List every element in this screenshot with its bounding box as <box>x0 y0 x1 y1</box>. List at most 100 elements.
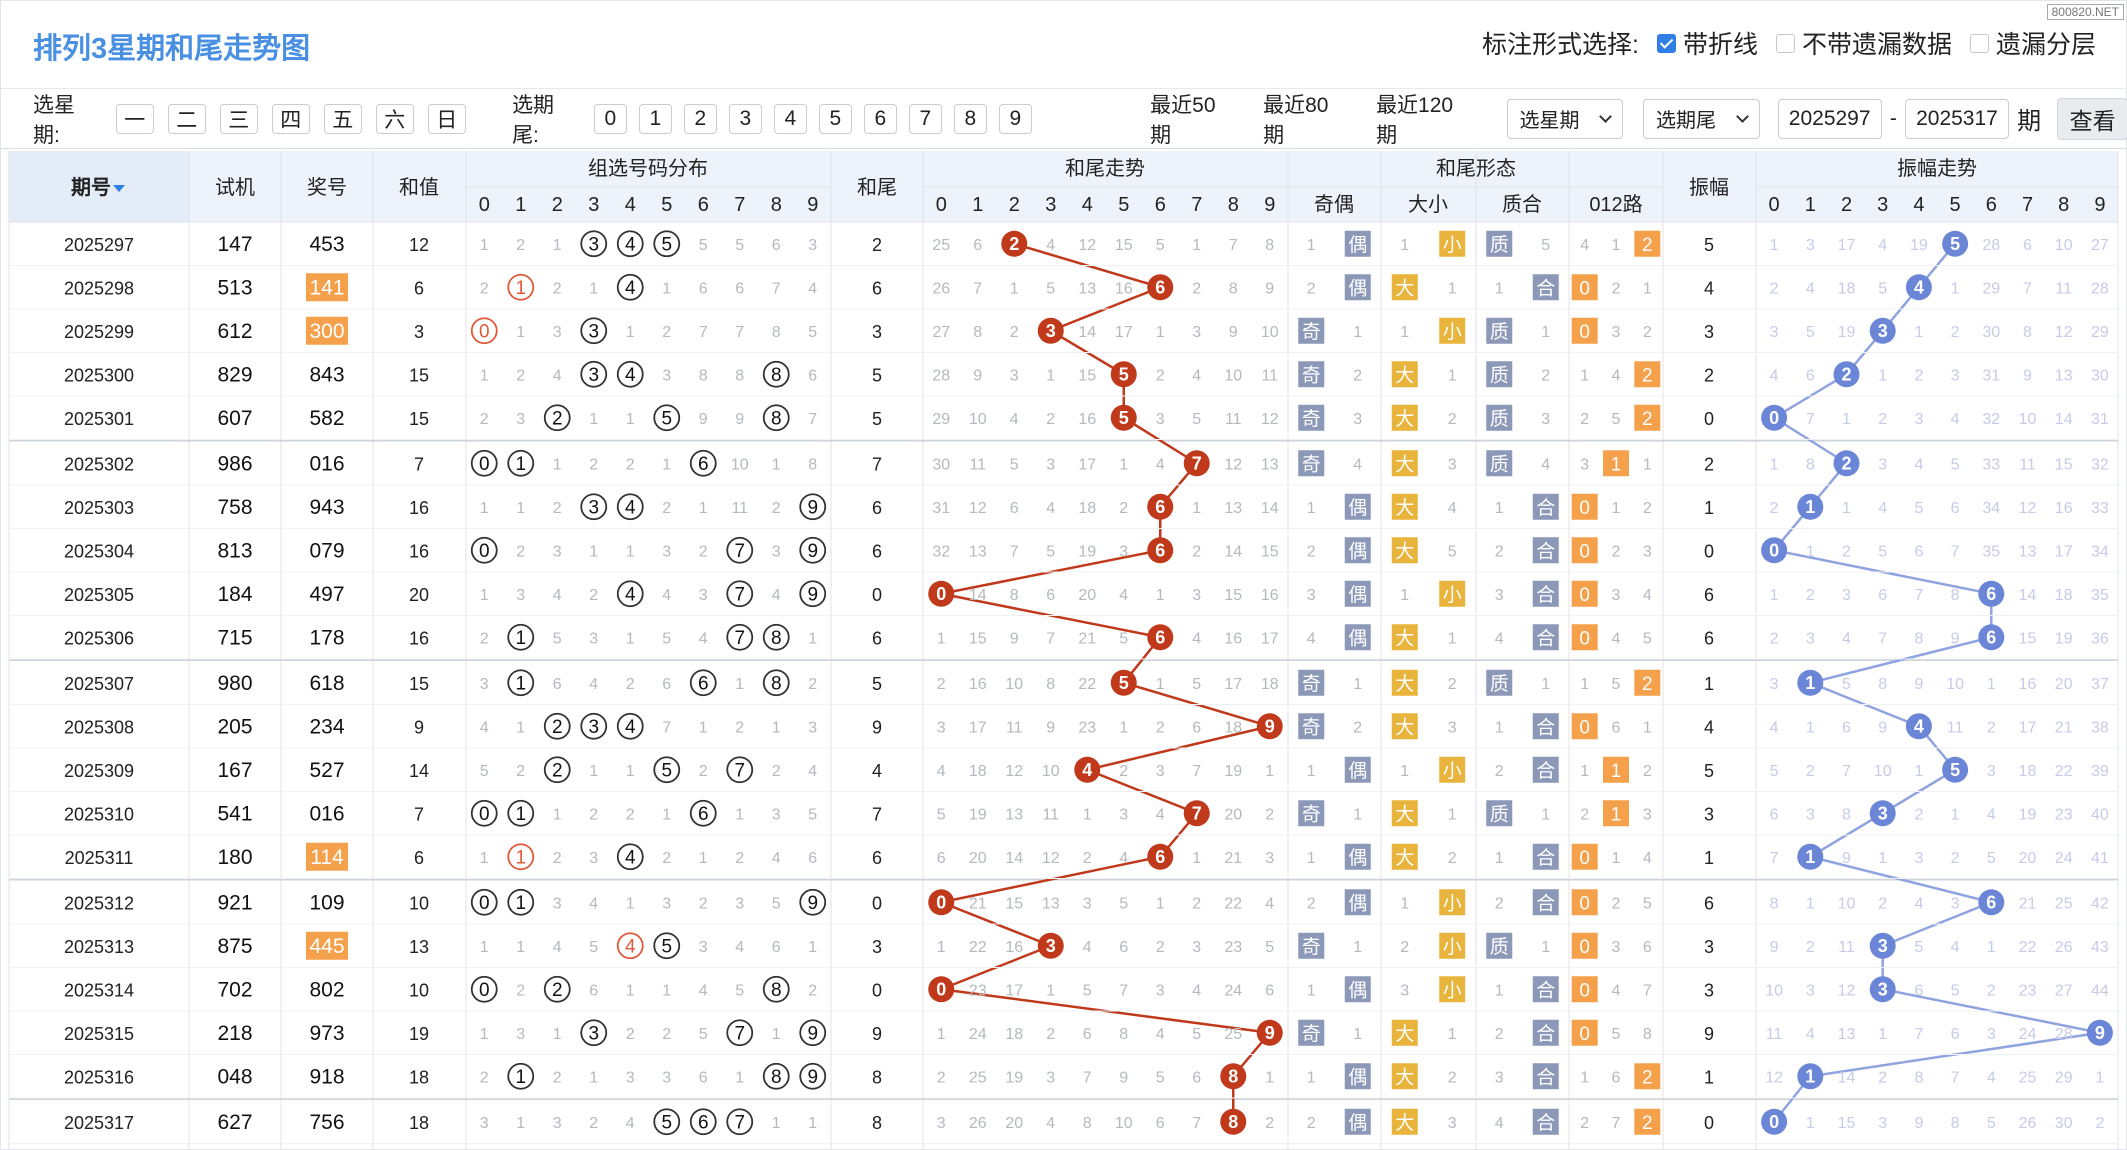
trend-miss: 32 <box>932 543 950 560</box>
trend-miss: 18 <box>969 763 987 780</box>
amp-miss: 6 <box>1878 587 1887 604</box>
form-badge <box>1344 1108 1371 1135</box>
weekday-button-3[interactable]: 四 <box>271 103 310 134</box>
amp-miss: 2 <box>1951 850 1960 867</box>
weekday-button-5[interactable]: 六 <box>375 103 414 134</box>
period-cell: 2025297 <box>64 235 134 255</box>
trend-miss: 5 <box>1265 939 1274 956</box>
tail-button-3[interactable]: 3 <box>728 103 762 134</box>
option-miss-layer[interactable]: 遗漏分层 <box>1969 25 2096 61</box>
options-label: 标注形式选择: <box>1482 31 1639 59</box>
tail-cell: 7 <box>872 454 882 474</box>
amp-ball-label: 4 <box>1914 716 1924 736</box>
tail-button-7[interactable]: 7 <box>908 103 942 134</box>
from-period-input[interactable]: 2025297 <box>1777 98 1882 139</box>
trend-miss: 13 <box>969 543 987 560</box>
tail-button-0[interactable]: 0 <box>593 103 627 134</box>
form-miss: 1 <box>1307 1069 1316 1086</box>
form-badge <box>1344 493 1371 520</box>
form-miss: 1 <box>1400 587 1409 604</box>
dist-ball-label: 2 <box>552 760 563 781</box>
form-miss: 4 <box>1541 456 1550 473</box>
amp-miss: 9 <box>1770 939 1779 956</box>
amp-miss: 8 <box>1951 587 1960 604</box>
sum-cell: 20 <box>409 585 429 605</box>
tail-button-9[interactable]: 9 <box>998 103 1032 134</box>
trend-miss: 2 <box>1265 806 1274 823</box>
dist-ball <box>762 975 790 1003</box>
to-period-input[interactable]: 2025317 <box>1904 98 2010 139</box>
trend-miss: 3 <box>1156 982 1165 999</box>
weekday-button-0[interactable]: 一 <box>115 103 154 134</box>
select-week-dropdown[interactable]: 选星期 <box>1506 98 1624 139</box>
option-with-line[interactable]: 带折线 <box>1656 25 1758 61</box>
checkbox-icon[interactable] <box>1775 33 1795 53</box>
dist-ball <box>543 712 571 740</box>
amp-miss: 10 <box>1946 676 1964 693</box>
checkbox-icon[interactable] <box>1656 33 1676 53</box>
trend-miss: 17 <box>1261 630 1279 647</box>
trend-miss: 2 <box>1192 280 1201 297</box>
range-80-link[interactable]: 最近80期 <box>1263 93 1329 147</box>
tail-button-4[interactable]: 4 <box>773 103 807 134</box>
trend-miss: 25 <box>1224 1026 1242 1043</box>
form-badge-label: 偶 <box>1348 847 1367 869</box>
amp-miss: 3 <box>1806 630 1815 647</box>
amp-miss: 21 <box>2055 719 2073 736</box>
amp-miss: 11 <box>2055 280 2072 297</box>
amp-ball <box>1905 713 1932 740</box>
range-120-link[interactable]: 最近120期 <box>1376 93 1454 147</box>
dist-ball-label: 8 <box>771 673 782 694</box>
form-badge <box>1391 537 1418 564</box>
dist-ball <box>616 273 644 301</box>
tail-cell: 9 <box>872 1024 882 1044</box>
query-button[interactable]: 查看 <box>2057 97 2127 140</box>
dist-ball-label: 6 <box>698 804 709 825</box>
weekday-button-4[interactable]: 五 <box>323 103 362 134</box>
dist-miss: 1 <box>626 630 635 647</box>
range-50-link[interactable]: 最近50期 <box>1150 93 1216 147</box>
tail-button-1[interactable]: 1 <box>638 103 672 134</box>
amp-miss: 6 <box>1951 500 1960 517</box>
dist-miss: 2 <box>772 500 781 517</box>
tail-button-2[interactable]: 2 <box>683 103 717 134</box>
dist-ball <box>653 404 681 432</box>
tail-button-8[interactable]: 8 <box>953 103 987 134</box>
form-badge <box>1298 669 1325 696</box>
dist-ball <box>507 623 535 651</box>
form-badge-label: 大 <box>1395 847 1414 869</box>
tail-button-6[interactable]: 6 <box>863 103 897 134</box>
trend-ball-label: 6 <box>1155 277 1165 297</box>
select-tail-dropdown[interactable]: 选期尾 <box>1643 98 1760 139</box>
route-miss: 3 <box>1612 324 1621 341</box>
form-badge-label: 大 <box>1395 277 1414 299</box>
dist-ball-label: 3 <box>588 497 599 518</box>
trend-miss: 20 <box>1005 1115 1023 1132</box>
option-no-miss-data[interactable]: 不带遗漏数据 <box>1775 25 1952 61</box>
weekday-button-2[interactable]: 三 <box>219 103 258 134</box>
form-miss: 2 <box>1307 543 1316 560</box>
trend-miss: 5 <box>1119 630 1128 647</box>
form-badge <box>1298 450 1325 477</box>
form-miss: 1 <box>1448 806 1457 823</box>
weekday-button-1[interactable]: 二 <box>167 103 206 134</box>
tail-button-5[interactable]: 5 <box>818 103 852 134</box>
weekday-button-6[interactable]: 日 <box>427 103 466 134</box>
checkbox-icon[interactable] <box>1969 33 1989 53</box>
dist-miss: 2 <box>699 895 708 912</box>
amp-miss: 23 <box>2055 806 2073 823</box>
dist-miss: 1 <box>735 806 744 823</box>
route-badge-label: 2 <box>1642 1113 1653 1134</box>
trend-miss: 3 <box>1156 763 1165 780</box>
amp-ball-label: 1 <box>1805 497 1815 517</box>
form-miss: 1 <box>1353 324 1362 341</box>
trend-miss: 7 <box>973 280 982 297</box>
trial-cell: 541 <box>217 802 252 825</box>
award-cell: 453 <box>309 233 344 256</box>
form-miss: 1 <box>1400 895 1409 912</box>
amp-ball <box>1761 537 1788 564</box>
form-badge <box>1344 580 1371 607</box>
form-badge-label: 奇 <box>1302 364 1321 386</box>
dist-miss: 3 <box>662 543 671 560</box>
award-cell: 445 <box>309 935 344 958</box>
